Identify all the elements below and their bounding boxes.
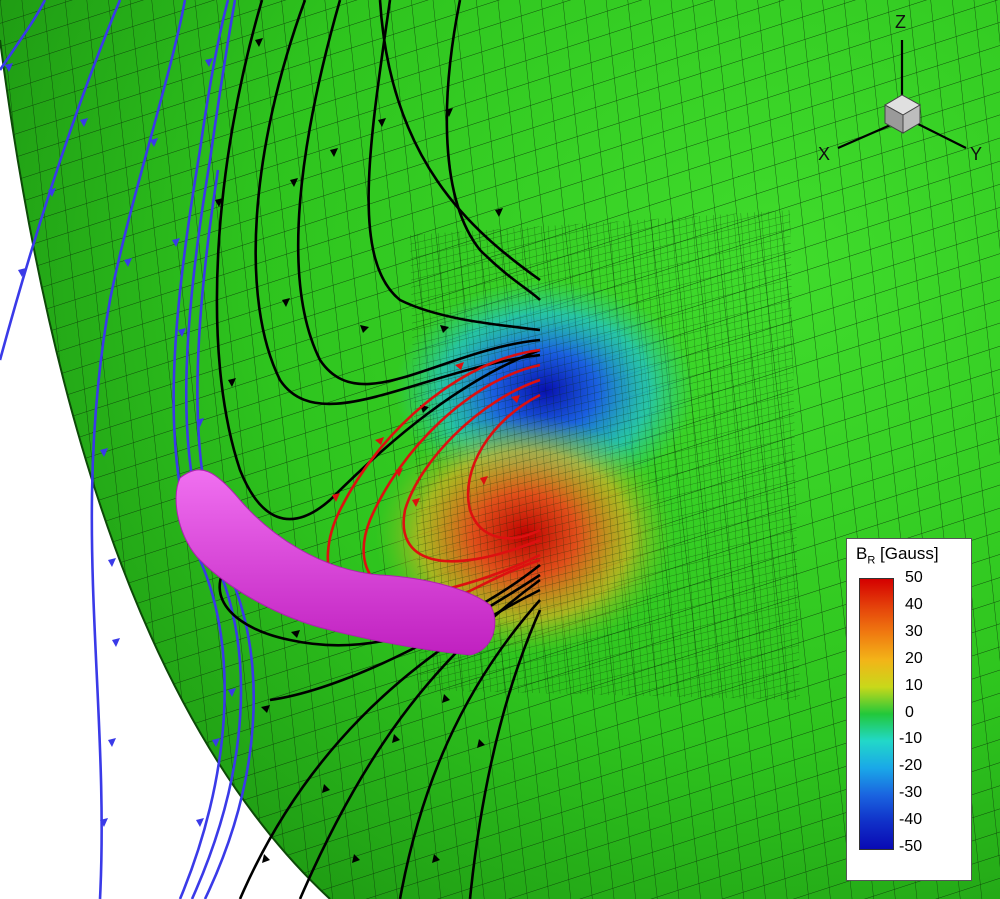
legend-tick-label: 0 xyxy=(905,703,914,721)
axes-triad xyxy=(837,40,967,150)
legend-title-main: B xyxy=(856,544,868,563)
axis-label-y: Y xyxy=(970,144,983,164)
legend-tick-label: 50 xyxy=(905,569,923,586)
legend-title: BR [Gauss] xyxy=(856,544,939,566)
legend-tick-label: 40 xyxy=(905,595,923,613)
open-field-lines xyxy=(0,0,255,899)
legend-tick-label: -50 xyxy=(899,838,923,855)
legend-title-unit: [Gauss] xyxy=(880,544,939,563)
filament xyxy=(175,469,496,656)
legend-tick-label: 10 xyxy=(905,676,923,694)
closed-field-lines xyxy=(215,0,542,899)
legend-tick-label: -40 xyxy=(899,811,923,829)
legend-tick-label: 20 xyxy=(905,649,923,667)
axis-label-x: X xyxy=(818,144,831,164)
legend-tick-label: -20 xyxy=(899,757,923,775)
legend-tick-label: 30 xyxy=(905,622,923,640)
axis-label-z: Z xyxy=(895,12,906,32)
color-legend: BR [Gauss] 50 40 30 20 10 0 -10 -20 -30 -40 -50 xyxy=(846,538,972,881)
legend-tick-label: -10 xyxy=(899,730,923,748)
refined-mesh-patch xyxy=(410,210,800,700)
legend-title-sub: R xyxy=(867,554,876,567)
legend-colorbar xyxy=(859,578,894,850)
sun-limb xyxy=(0,39,331,899)
legend-tick-label: -30 xyxy=(899,784,923,802)
